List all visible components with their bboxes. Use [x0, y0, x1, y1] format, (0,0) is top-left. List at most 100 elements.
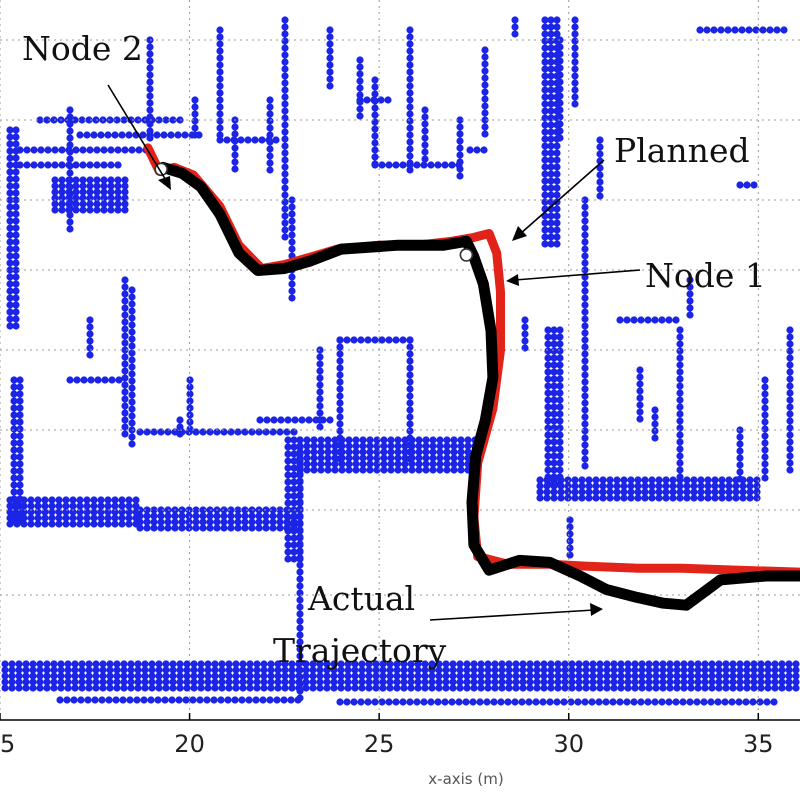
map-point	[284, 527, 292, 535]
map-point	[326, 75, 334, 83]
map-point	[22, 678, 30, 686]
map-point	[715, 666, 723, 674]
map-point	[154, 696, 162, 704]
map-point	[491, 666, 499, 674]
map-point	[386, 672, 394, 680]
map-point	[284, 485, 292, 493]
map-point	[694, 660, 702, 668]
map-point	[676, 494, 684, 502]
map-point	[351, 678, 359, 686]
map-point	[718, 494, 726, 502]
map-point	[481, 102, 489, 110]
map-point	[498, 660, 506, 668]
map-point	[234, 518, 242, 526]
map-point	[553, 212, 561, 220]
map-point	[581, 224, 589, 232]
map-point	[86, 176, 94, 184]
map-point	[553, 23, 561, 31]
map-point	[120, 660, 128, 668]
map-point	[191, 103, 199, 111]
map-point	[596, 192, 604, 200]
map-point	[462, 698, 470, 706]
map-point	[676, 410, 684, 418]
map-point	[12, 189, 20, 197]
map-point	[48, 514, 56, 522]
map-point	[336, 448, 344, 456]
map-point	[62, 502, 70, 510]
map-point	[20, 520, 28, 528]
map-point	[136, 428, 144, 436]
map-point	[498, 666, 506, 674]
map-point	[12, 224, 20, 232]
map-point	[379, 672, 387, 680]
map-point	[91, 696, 99, 704]
map-point	[450, 436, 458, 444]
map-point	[764, 684, 772, 692]
map-point	[393, 660, 401, 668]
map-point	[183, 684, 191, 692]
map-point	[211, 660, 219, 668]
map-point	[588, 698, 596, 706]
map-point	[421, 141, 429, 149]
map-point	[519, 684, 527, 692]
map-point	[786, 403, 794, 411]
map-point	[421, 148, 429, 156]
map-point	[725, 482, 733, 490]
map-point	[421, 120, 429, 128]
map-point	[371, 118, 379, 126]
map-point	[645, 660, 653, 668]
map-point	[248, 524, 256, 532]
map-point	[392, 698, 400, 706]
map-point	[16, 474, 24, 482]
map-point	[146, 92, 154, 100]
map-point	[718, 482, 726, 490]
map-point	[470, 660, 478, 668]
map-point	[164, 524, 172, 532]
map-point	[652, 684, 660, 692]
map-point	[260, 684, 268, 692]
map-point	[676, 396, 684, 404]
map-point	[585, 476, 593, 484]
map-point	[786, 347, 794, 355]
map-point	[686, 311, 694, 319]
map-point	[281, 135, 289, 143]
map-point	[550, 482, 558, 490]
map-point	[655, 476, 663, 484]
map-point	[118, 514, 126, 522]
map-point	[400, 684, 408, 692]
map-point	[526, 678, 534, 686]
map-point	[10, 467, 18, 475]
map-point	[406, 448, 414, 456]
map-point	[387, 448, 395, 456]
map-point	[20, 514, 28, 522]
map-point	[566, 516, 574, 524]
map-point	[544, 459, 552, 467]
map-point	[738, 26, 746, 34]
map-point	[220, 512, 228, 520]
map-point	[634, 494, 642, 502]
map-point	[676, 452, 684, 460]
map-point	[290, 436, 298, 444]
map-point	[204, 678, 212, 686]
map-point	[57, 672, 65, 680]
map-point	[86, 182, 94, 190]
map-point	[557, 476, 565, 484]
map-point	[345, 454, 353, 462]
map-point	[785, 666, 793, 674]
map-point	[281, 93, 289, 101]
map-point	[683, 482, 691, 490]
map-point	[274, 666, 282, 674]
map-point	[90, 514, 98, 522]
map-point	[736, 447, 744, 455]
map-point	[544, 403, 552, 411]
map-point	[50, 684, 58, 692]
map-point	[481, 67, 489, 75]
map-point	[255, 524, 263, 532]
map-point	[296, 519, 304, 527]
map-point	[266, 138, 274, 146]
map-point	[596, 171, 604, 179]
map-point	[112, 696, 120, 704]
map-point	[406, 385, 414, 393]
map-point	[262, 524, 270, 532]
map-point	[324, 448, 332, 456]
